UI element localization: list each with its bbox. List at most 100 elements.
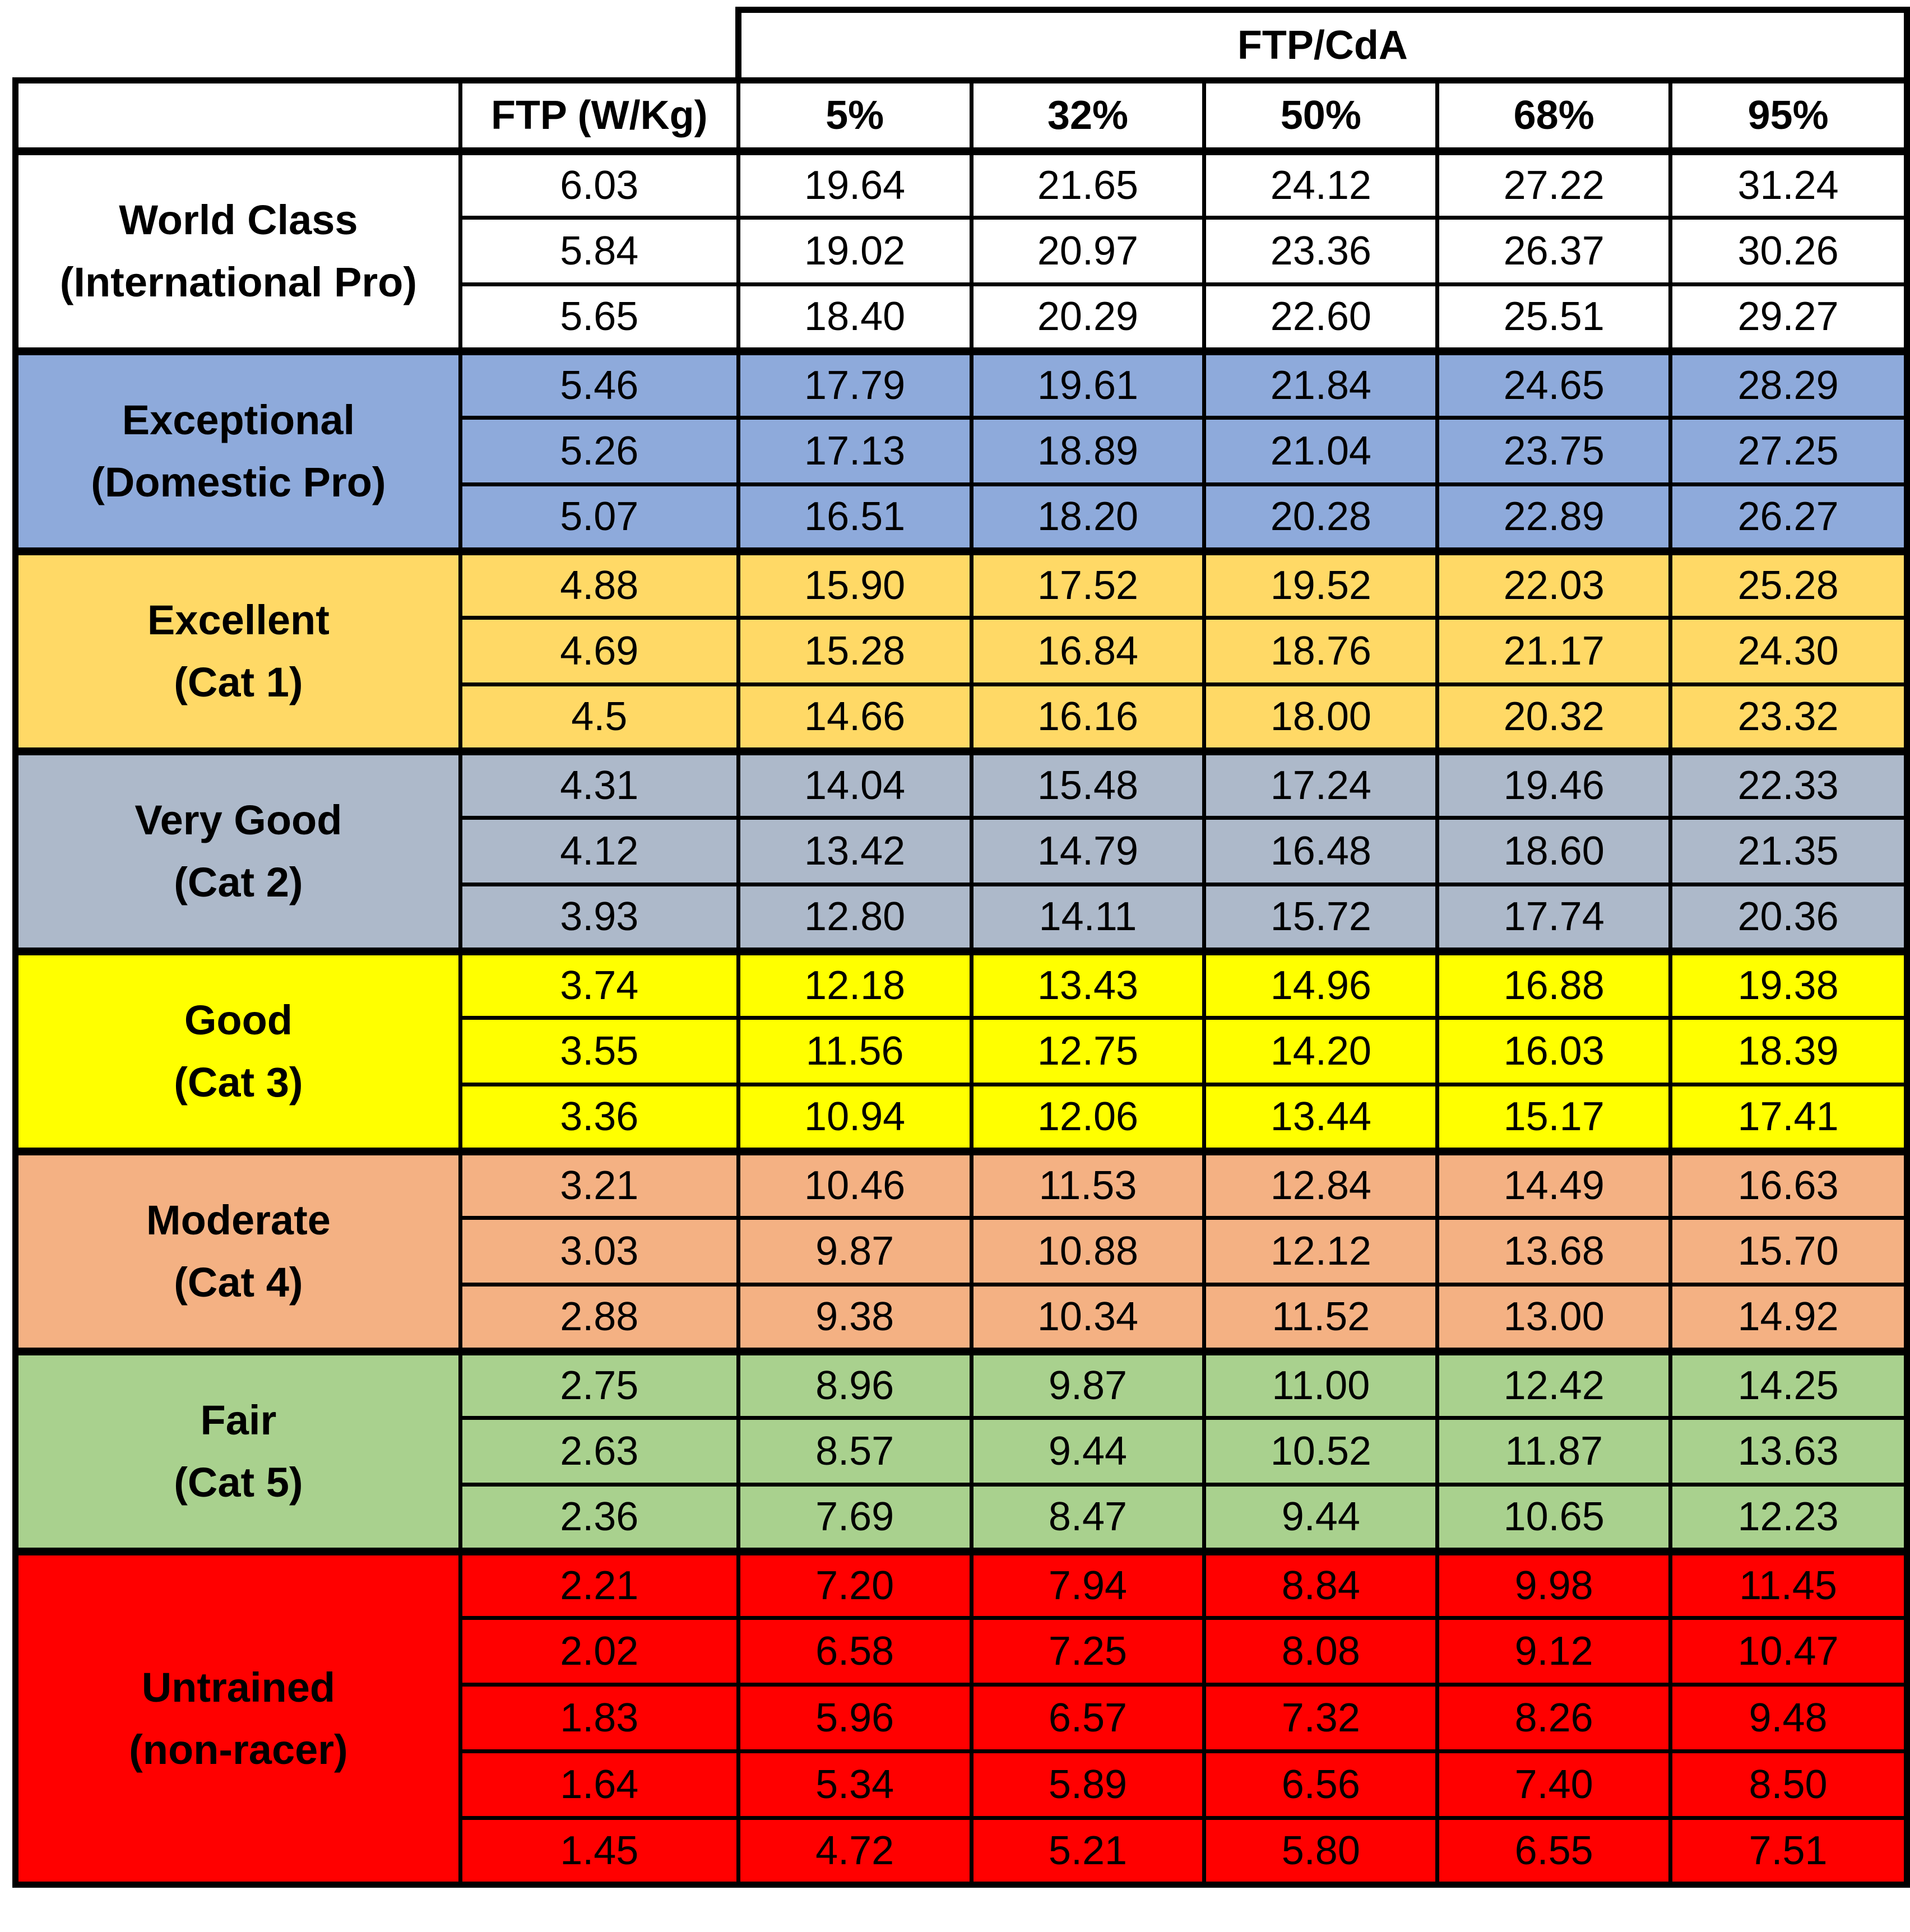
category-label: Excellent (Cat 1)	[12, 547, 462, 753]
ftp-cda-value-cell: 28.29	[1668, 347, 1910, 420]
ftp-cda-value-cell: 22.03	[1435, 547, 1673, 620]
ftp-cda-value-cell: 24.65	[1435, 347, 1673, 420]
table-row: 3.55 11.56 12.75 14.20 16.03 18.39	[15, 1016, 1910, 1086]
ftp-cda-value-cell: 20.32	[1435, 682, 1673, 753]
ftp-cda-value-cell: 13.42	[736, 816, 973, 886]
ftp-cda-value-cell: 8.84	[1202, 1547, 1440, 1620]
table-row: Moderate (Cat 4) 3.21 10.46 11.53 12.84 14.49 1…	[12, 1147, 1910, 1353]
ftp-cda-value-cell: 9.98	[1435, 1547, 1673, 1620]
ftp-cda-value-cell: 14.92	[1668, 1283, 1910, 1353]
ftp-cda-value-cell: 19.61	[969, 347, 1207, 420]
ftp-cda-value-cell: 9.38	[736, 1283, 973, 1353]
category-name: Moderate	[146, 1197, 331, 1243]
ftp-cda-value-cell: 21.65	[969, 147, 1207, 220]
ftp-cda-value-cell: 18.89	[969, 416, 1207, 486]
table-row: Untrained (non-racer) 2.21 7.20 7.94 8.84 9.98…	[12, 1547, 1910, 1888]
table-row: Excellent (Cat 1) 4.88 15.90 17.52 19.52 22.03…	[12, 547, 1910, 753]
ftp-cda-value-cell: 19.02	[736, 216, 973, 286]
ftp-cda-value-cell: 21.04	[1202, 416, 1440, 486]
category-subtitle: (Cat 4)	[174, 1259, 303, 1306]
table-row: Very Good (Cat 2) 4.31 14.04 15.48 17.24 19.46…	[12, 747, 1910, 953]
ftp-cda-value-cell: 16.88	[1435, 947, 1673, 1020]
group-header-row: FTP/CdA	[15, 7, 1910, 83]
ftp-cda-value-cell: 10.94	[736, 1083, 973, 1153]
ftp-value-cell: 2.36	[458, 1483, 740, 1553]
category-name: Excellent	[147, 597, 330, 643]
ftp-cda-value-cell: 27.22	[1435, 147, 1673, 220]
ftp-value-cell: 3.36	[458, 1083, 740, 1153]
ftp-cda-value-cell: 14.49	[1435, 1147, 1673, 1220]
ftp-cda-value-cell: 16.03	[1435, 1016, 1673, 1086]
ftp-cda-value-cell: 7.69	[736, 1483, 973, 1553]
ftp-cda-value-cell: 13.68	[1435, 1216, 1673, 1287]
ftp-cda-value-cell: 11.87	[1435, 1416, 1673, 1487]
ftp-cda-value-cell: 18.00	[1202, 682, 1440, 753]
ftp-cda-value-cell: 14.79	[969, 816, 1207, 886]
ftp-cda-value-cell: 10.47	[1668, 1616, 1910, 1687]
ftp-cda-value-cell: 17.13	[736, 416, 973, 486]
table-row: Good (Cat 3) 3.74 12.18 13.43 14.96 16.88 19.38	[12, 947, 1910, 1153]
ftp-cda-value-cell: 12.18	[736, 947, 973, 1020]
column-header-row: FTP (W/Kg) 5% 32% 50% 68% 95%	[12, 77, 1910, 153]
ftp-cda-value-cell: 5.34	[736, 1749, 973, 1820]
ftp-cda-value-cell: 22.89	[1435, 482, 1673, 553]
ftp-cda-value-cell: 12.06	[969, 1083, 1207, 1153]
category-name: Fair	[200, 1397, 277, 1443]
ftp-cda-value-cell: 24.12	[1202, 147, 1440, 220]
category-label: Good (Cat 3)	[12, 947, 462, 1153]
ftp-cda-value-cell: 18.20	[969, 482, 1207, 553]
ftp-cda-value-cell: 11.52	[1202, 1283, 1440, 1353]
ftp-cda-value-cell: 20.36	[1668, 883, 1910, 953]
ftp-cda-value-cell: 30.26	[1668, 216, 1910, 286]
ftp-cda-value-cell: 23.75	[1435, 416, 1673, 486]
ftp-cda-value-cell: 16.51	[736, 482, 973, 553]
ftp-value-cell: 3.55	[458, 1016, 740, 1086]
ftp-cda-value-cell: 9.48	[1668, 1683, 1910, 1753]
pct-50-column-header: 50%	[1202, 77, 1440, 153]
ftp-cda-value-cell: 19.64	[736, 147, 973, 220]
category-label: Moderate (Cat 4)	[12, 1147, 462, 1353]
ftp-cda-value-cell: 13.63	[1668, 1416, 1910, 1487]
ftp-value-cell: 5.46	[458, 347, 740, 420]
ftp-cda-value-cell: 17.79	[736, 347, 973, 420]
category-label: Untrained (non-racer)	[12, 1547, 462, 1888]
ftp-cda-table: FTP/CdA FTP (W/Kg) 5% 32% 50% 68% 95% World C…	[12, 7, 1910, 1888]
category-subtitle: (Domestic Pro)	[91, 459, 386, 505]
ftp-cda-value-cell: 12.75	[969, 1016, 1207, 1086]
ftp-cda-value-cell: 20.28	[1202, 482, 1440, 553]
ftp-cda-value-cell: 25.51	[1435, 282, 1673, 353]
ftp-column-header: FTP (W/Kg)	[458, 77, 740, 153]
ftp-cda-value-cell: 6.56	[1202, 1749, 1440, 1820]
pct-32-column-header: 32%	[969, 77, 1207, 153]
ftp-cda-value-cell: 10.65	[1435, 1483, 1673, 1553]
pct-5-column-header: 5%	[736, 77, 973, 153]
ftp-cda-value-cell: 18.39	[1668, 1016, 1910, 1086]
ftp-cda-value-cell: 9.87	[736, 1216, 973, 1287]
ftp-cda-value-cell: 7.20	[736, 1547, 973, 1620]
ftp-value-cell: 1.64	[458, 1749, 740, 1820]
category-name: Very Good	[135, 797, 342, 843]
ftp-cda-value-cell: 26.37	[1435, 216, 1673, 286]
ftp-cda-value-cell: 5.80	[1202, 1816, 1440, 1888]
ftp-cda-value-cell: 9.12	[1435, 1616, 1673, 1687]
category-name: Good	[184, 997, 293, 1043]
ftp-cda-value-cell: 29.27	[1668, 282, 1910, 353]
ftp-cda-value-cell: 19.46	[1435, 747, 1673, 820]
category-label: World Class (International Pro)	[12, 147, 462, 353]
ftp-cda-value-cell: 7.94	[969, 1547, 1207, 1620]
category-subtitle: (Cat 3)	[174, 1059, 303, 1106]
table-row: World Class (International Pro) 6.03 19.64 2…	[12, 147, 1910, 353]
category-subtitle: (non-racer)	[129, 1726, 348, 1773]
ftp-value-cell: 3.21	[458, 1147, 740, 1220]
ftp-cda-value-cell: 17.74	[1435, 883, 1673, 953]
ftp-cda-value-cell: 31.24	[1668, 147, 1910, 220]
ftp-cda-value-cell: 12.23	[1668, 1483, 1910, 1553]
ftp-cda-value-cell: 22.33	[1668, 747, 1910, 820]
ftp-cda-value-cell: 19.38	[1668, 947, 1910, 1020]
ftp-cda-value-cell: 16.84	[969, 616, 1207, 686]
ftp-cda-value-cell: 16.63	[1668, 1147, 1910, 1220]
ftp-value-cell: 3.03	[458, 1216, 740, 1287]
ftp-cda-value-cell: 21.17	[1435, 616, 1673, 686]
ftp-cda-value-cell: 20.97	[969, 216, 1207, 286]
ftp-value-cell: 4.88	[458, 547, 740, 620]
